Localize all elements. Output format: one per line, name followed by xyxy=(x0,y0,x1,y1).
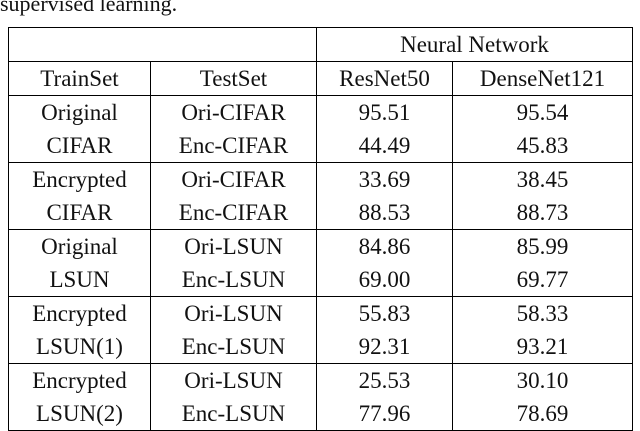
resnet-score: 25.53 xyxy=(316,363,453,397)
column-header: TrainSet xyxy=(8,61,151,96)
resnet-score: 95.51 xyxy=(316,95,453,129)
densenet-score: 88.73 xyxy=(452,196,633,230)
data-row: Encrypted Ori-CIFAR 33.69 38.45 xyxy=(8,162,633,196)
densenet-score: 30.10 xyxy=(452,363,633,397)
test-set: Ori-CIFAR xyxy=(150,95,317,129)
data-row: CIFAR Enc-CIFAR 44.49 45.83 xyxy=(8,129,633,163)
test-set: Enc-LSUN xyxy=(150,397,317,431)
train-set: Encrypted xyxy=(8,162,151,196)
densenet-score: 69.77 xyxy=(452,263,633,297)
train-set: Original xyxy=(8,229,151,263)
data-row: Encrypted Ori-LSUN 25.53 30.10 xyxy=(8,363,633,397)
train-set: LSUN(1) xyxy=(8,330,151,364)
data-row: Original Ori-CIFAR 95.51 95.54 xyxy=(8,95,633,129)
super-header: Neural Network xyxy=(316,27,633,62)
super-header-row: Neural Network xyxy=(8,27,633,62)
resnet-score: 88.53 xyxy=(316,196,453,230)
table-body: Neural Network TrainSet TestSet ResNet50 De… xyxy=(8,27,633,431)
caption: supervised learning. xyxy=(0,0,178,16)
densenet-score: 58.33 xyxy=(452,296,633,330)
train-set: Encrypted xyxy=(8,296,151,330)
test-set: Ori-CIFAR xyxy=(150,162,317,196)
resnet-score: 69.00 xyxy=(316,263,453,297)
data-row: CIFAR Enc-CIFAR 88.53 88.73 xyxy=(8,196,633,230)
resnet-score: 44.49 xyxy=(316,129,453,163)
empty-cell xyxy=(8,27,317,62)
resnet-score: 92.31 xyxy=(316,330,453,364)
train-set: LSUN(2) xyxy=(8,397,151,431)
data-row: LSUN Enc-LSUN 69.00 69.77 xyxy=(8,263,633,297)
densenet-score: 95.54 xyxy=(452,95,633,129)
resnet-score: 84.86 xyxy=(316,229,453,263)
densenet-score: 38.45 xyxy=(452,162,633,196)
train-set: Encrypted xyxy=(8,363,151,397)
test-set: Ori-LSUN xyxy=(150,296,317,330)
test-set: Ori-LSUN xyxy=(150,229,317,263)
test-set: Enc-CIFAR xyxy=(150,129,317,163)
test-set: Ori-LSUN xyxy=(150,363,317,397)
train-set: LSUN xyxy=(8,263,151,297)
densenet-score: 85.99 xyxy=(452,229,633,263)
densenet-score: 45.83 xyxy=(452,129,633,163)
test-set: Enc-LSUN xyxy=(150,330,317,364)
resnet-score: 55.83 xyxy=(316,296,453,330)
header-row: TrainSet TestSet ResNet50 DenseNet121 xyxy=(8,61,633,96)
train-set: CIFAR xyxy=(8,196,151,230)
train-set: CIFAR xyxy=(8,129,151,163)
data-row: LSUN(1) Enc-LSUN 92.31 93.21 xyxy=(8,330,633,364)
data-row: LSUN(2) Enc-LSUN 77.96 78.69 xyxy=(8,397,633,431)
densenet-score: 93.21 xyxy=(452,330,633,364)
results-table: Neural Network TrainSet TestSet ResNet50 De… xyxy=(8,27,633,431)
test-set: Enc-CIFAR xyxy=(150,196,317,230)
densenet-score: 78.69 xyxy=(452,397,633,431)
train-set: Original xyxy=(8,95,151,129)
test-set: Enc-LSUN xyxy=(150,263,317,297)
resnet-score: 33.69 xyxy=(316,162,453,196)
resnet-score: 77.96 xyxy=(316,397,453,431)
data-row: Encrypted Ori-LSUN 55.83 58.33 xyxy=(8,296,633,330)
column-header: TestSet xyxy=(150,61,317,96)
column-header: DenseNet121 xyxy=(452,61,633,96)
column-header: ResNet50 xyxy=(316,61,453,96)
data-row: Original Ori-LSUN 84.86 85.99 xyxy=(8,229,633,263)
